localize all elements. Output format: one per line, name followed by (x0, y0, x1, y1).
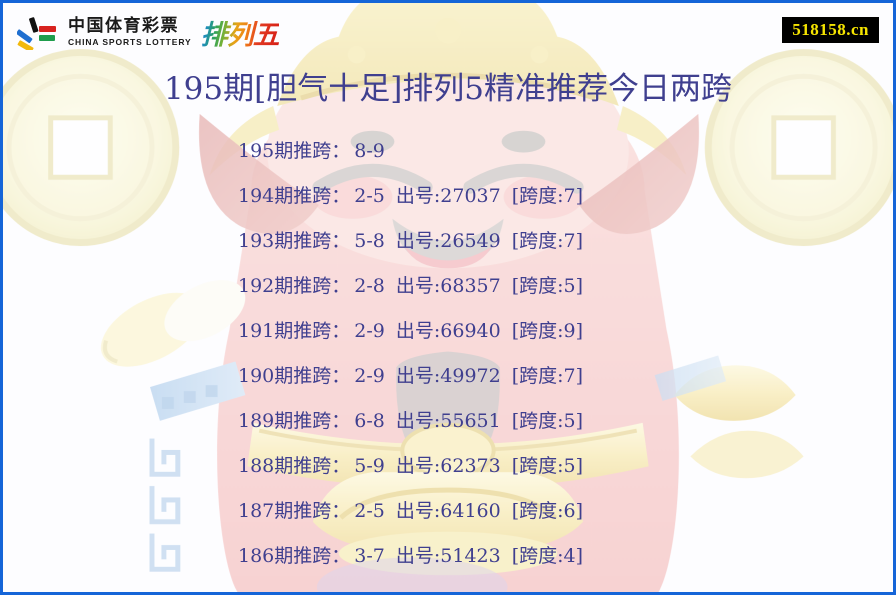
row-draw: 出号:26549 (395, 230, 501, 252)
row-draw: 出号:27037 (395, 185, 501, 207)
brand-wordmark: 中国体育彩票 CHINA SPORTS LOTTERY (68, 18, 192, 47)
row-issue: 189期推跨： (238, 410, 351, 432)
row-issue: 186期推跨： (238, 545, 351, 567)
row-span: 2-8 (354, 275, 385, 297)
row-range: [跨度:4] (511, 545, 584, 567)
row-issue: 191期推跨： (238, 320, 351, 342)
row-issue: 192期推跨： (238, 275, 351, 297)
row-span: 5-8 (354, 230, 385, 252)
row-draw: 出号:51423 (395, 545, 501, 567)
list-item: 186期推跨： 3-7 出号:51423 [跨度:4] (3, 532, 893, 577)
brand-logo[interactable]: 中国体育彩票 CHINA SPORTS LOTTERY 排列五 (17, 13, 280, 52)
row-range: [跨度:5] (511, 410, 584, 432)
row-range: [跨度:9] (511, 320, 584, 342)
row-span: 2-9 (354, 365, 385, 387)
list-item: 191期推跨： 2-9 出号:66940 [跨度:9] (3, 307, 893, 352)
row-range: [跨度:5] (511, 455, 584, 477)
row-draw: 出号:68357 (395, 275, 501, 297)
row-span: 6-8 (354, 410, 385, 432)
row-span: 8-9 (354, 140, 385, 162)
brand-name-en: CHINA SPORTS LOTTERY (68, 37, 192, 48)
list-item: 194期推跨： 2-5 出号:27037 [跨度:7] (3, 172, 893, 217)
row-issue: 188期推跨： (238, 455, 351, 477)
row-span: 2-5 (354, 500, 385, 522)
row-issue: 195期推跨： (238, 140, 351, 162)
row-issue: 193期推跨： (238, 230, 351, 252)
row-issue: 187期推跨： (238, 500, 351, 522)
row-issue: 194期推跨： (238, 185, 351, 207)
page-header: 中国体育彩票 CHINA SPORTS LOTTERY 排列五 518158.c… (3, 3, 893, 61)
row-span: 5-9 (354, 455, 385, 477)
sports-lottery-star-icon (17, 16, 56, 50)
row-span: 2-9 (354, 320, 385, 342)
row-range: [跨度:7] (511, 230, 584, 252)
row-issue: 190期推跨： (238, 365, 351, 387)
list-item: 189期推跨： 6-8 出号:55651 [跨度:5] (3, 397, 893, 442)
brand-name-cn: 中国体育彩票 (68, 16, 179, 37)
list-item: 188期推跨： 5-9 出号:62373 [跨度:5] (3, 442, 893, 487)
site-badge[interactable]: 518158.cn (782, 17, 879, 44)
row-range: [跨度:7] (511, 185, 584, 207)
row-draw: 出号:64160 (395, 500, 501, 522)
row-range: [跨度:6] (511, 500, 584, 522)
page-title: 195期[胆气十足]排列5精准推荐今日两跨 (163, 71, 733, 107)
row-draw: 出号:49972 (395, 365, 501, 387)
row-draw: 出号:66940 (395, 320, 501, 342)
list-item: 187期推跨： 2-5 出号:64160 [跨度:6] (3, 487, 893, 532)
row-range: [跨度:5] (511, 275, 584, 297)
list-item: 193期推跨： 5-8 出号:26549 [跨度:7] (3, 217, 893, 262)
row-span: 3-7 (354, 545, 385, 567)
prediction-list: 195期推跨： 8-9 194期推跨： 2-5 出号:27037 [跨度:7] … (3, 127, 893, 577)
list-item: 195期推跨： 8-9 (3, 127, 893, 172)
row-range: [跨度:7] (511, 365, 584, 387)
list-item: 190期推跨： 2-9 出号:49972 [跨度:7] (3, 352, 893, 397)
row-draw: 出号:55651 (395, 410, 501, 432)
row-span: 2-5 (354, 185, 385, 207)
row-draw: 出号:62373 (395, 455, 501, 477)
list-item: 192期推跨： 2-8 出号:68357 [跨度:5] (3, 262, 893, 307)
game-name-label: 排列五 (201, 13, 280, 52)
